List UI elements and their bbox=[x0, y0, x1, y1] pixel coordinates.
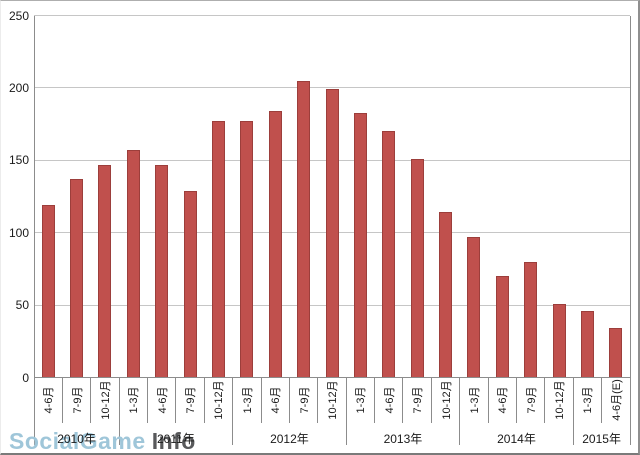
bar bbox=[183, 190, 197, 378]
x-axis-quarter-label: 7-9月 bbox=[412, 386, 425, 414]
x-axis-year-label: 2010年 bbox=[57, 432, 96, 446]
y-axis-tick-label: 250 bbox=[8, 8, 29, 23]
x-axis-quarter-label: 4-6月 bbox=[43, 386, 56, 414]
quarter-separator bbox=[544, 377, 546, 423]
x-axis-quarter-label: 4-6月 bbox=[383, 386, 396, 414]
x-axis-quarter-label: 4-6月(E) bbox=[610, 379, 623, 422]
y-axis-line bbox=[33, 15, 35, 445]
x-axis-year-label: 2014年 bbox=[497, 432, 536, 446]
x-axis-quarter-label: 10-12月 bbox=[213, 380, 226, 420]
quarter-separator bbox=[90, 377, 92, 423]
quarter-separator bbox=[260, 377, 262, 423]
x-axis-quarter-label: 10-12月 bbox=[99, 380, 112, 420]
x-axis-quarter-label: 1-3月 bbox=[582, 386, 595, 414]
x-axis-quarter-label: 4-6月 bbox=[497, 386, 510, 414]
quarter-separator bbox=[374, 377, 376, 423]
bar bbox=[240, 121, 254, 378]
bar bbox=[268, 111, 282, 378]
bar bbox=[524, 261, 538, 378]
quarter-separator bbox=[402, 377, 404, 423]
quarter-separator bbox=[61, 377, 63, 423]
bar bbox=[552, 303, 566, 378]
quarter-separator bbox=[203, 377, 205, 423]
bar bbox=[467, 237, 481, 378]
y-axis-tick-label: 200 bbox=[8, 80, 29, 95]
x-axis-year-label: 2013年 bbox=[383, 432, 423, 446]
bar bbox=[609, 328, 623, 378]
bar bbox=[297, 80, 311, 378]
x-axis-quarter-label: 4-6月 bbox=[270, 386, 283, 414]
x-axis-quarter-label: 7-9月 bbox=[525, 386, 538, 414]
x-axis-quarter-label: 1-3月 bbox=[355, 386, 368, 414]
x-axis-quarter-label: 7-9月 bbox=[71, 386, 84, 414]
bar bbox=[70, 179, 84, 378]
x-axis-quarter-label: 1-3月 bbox=[468, 386, 481, 414]
quarter-separator bbox=[147, 377, 149, 423]
quarter-separator bbox=[515, 377, 517, 423]
gridline bbox=[34, 87, 630, 89]
bar bbox=[126, 150, 140, 378]
x-axis-year-label: 2015年 bbox=[582, 432, 621, 446]
quarter-separator bbox=[317, 377, 319, 423]
x-axis-year-label: 2012年 bbox=[270, 432, 309, 446]
bar bbox=[439, 212, 453, 378]
year-separator bbox=[572, 377, 574, 445]
bar bbox=[382, 131, 396, 378]
quarter-separator bbox=[601, 377, 603, 423]
watermark-socialgame: SocialGame bbox=[9, 428, 146, 454]
bar bbox=[98, 164, 112, 378]
x-axis-quarter-label: 1-3月 bbox=[241, 386, 254, 414]
bar bbox=[155, 164, 169, 378]
x-axis-quarter-label: 4-6月 bbox=[156, 386, 169, 414]
quarter-separator bbox=[487, 377, 489, 423]
x-axis-line bbox=[34, 377, 630, 378]
bar bbox=[495, 276, 509, 378]
plot-right-border bbox=[629, 15, 631, 445]
x-axis-quarter-label: 10-12月 bbox=[327, 380, 339, 420]
x-axis-quarter-label: 10-12月 bbox=[440, 380, 453, 420]
year-separator bbox=[345, 377, 347, 445]
bar bbox=[580, 310, 594, 378]
year-separator bbox=[118, 377, 120, 445]
x-axis-quarter-label: 1-3月 bbox=[128, 386, 141, 414]
bar bbox=[325, 89, 339, 378]
x-axis-year-label: 2011年 bbox=[156, 432, 195, 446]
y-axis-tick-label: 0 bbox=[22, 370, 29, 385]
x-axis-quarter-label: 7-9月 bbox=[298, 386, 311, 414]
watermark-info: Info bbox=[151, 428, 196, 454]
quarter-separator bbox=[430, 377, 432, 423]
y-axis-tick-label: 150 bbox=[8, 153, 29, 168]
bar bbox=[211, 121, 225, 378]
x-axis-quarter-label: 10-12月 bbox=[554, 380, 567, 420]
y-axis-tick-label: 50 bbox=[15, 298, 29, 313]
quarter-separator bbox=[288, 377, 290, 423]
year-separator bbox=[232, 377, 234, 445]
quarter-separator bbox=[175, 377, 177, 423]
x-axis-quarter-label: 7-9月 bbox=[185, 386, 198, 414]
bar bbox=[41, 205, 55, 378]
watermark: SocialGame Info bbox=[9, 428, 196, 454]
gridline bbox=[34, 15, 630, 16]
year-separator bbox=[459, 377, 461, 445]
y-axis-tick-label: 100 bbox=[8, 225, 29, 240]
bar bbox=[410, 158, 424, 378]
bar bbox=[353, 112, 367, 378]
